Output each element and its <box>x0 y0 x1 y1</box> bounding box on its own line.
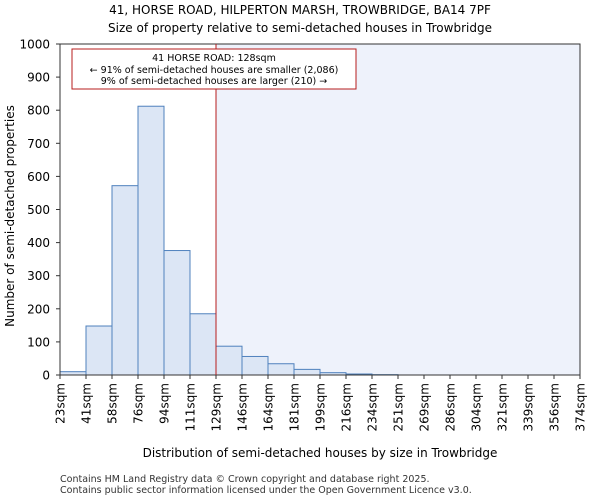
bar-181sqm <box>293 368 321 376</box>
x-tick-label-164sqm: 164sqm <box>262 383 276 431</box>
bar-58sqm <box>111 185 139 376</box>
x-tick-label-374sqm: 374sqm <box>574 383 588 431</box>
plot-frame <box>59 43 581 376</box>
y-tick-label: 400 <box>27 236 50 250</box>
x-tick-label-321sqm: 321sqm <box>496 383 510 431</box>
bar-129sqm <box>215 345 243 376</box>
y-tick-label: 800 <box>27 104 50 118</box>
bar-94sqm <box>163 250 191 376</box>
x-tick-label-251sqm: 251sqm <box>392 383 406 431</box>
x-tick-label-356sqm: 356sqm <box>548 383 562 431</box>
annotation-box-frame <box>71 48 357 90</box>
highlight-region <box>216 44 580 375</box>
y-ticks-group: 0 100 200 300 400 500 600 700 800 900 1000 <box>19 38 60 383</box>
chart-title-line2: Size of property relative to semi-detach… <box>108 21 492 35</box>
x-tick-label-58sqm: 58sqm <box>106 383 120 424</box>
y-tick-label: 500 <box>27 203 50 217</box>
x-tick-label-269sqm: 269sqm <box>418 383 432 431</box>
x-tick-label-111sqm: 111sqm <box>184 383 198 431</box>
x-axis-label: Distribution of semi-detached houses by … <box>143 446 498 460</box>
bars-group <box>59 105 399 376</box>
chart-title-line1: 41, HORSE ROAD, HILPERTON MARSH, TROWBRI… <box>109 3 491 17</box>
x-tick-label-286sqm: 286sqm <box>444 383 458 431</box>
x-tick-label-129sqm: 129sqm <box>210 383 224 431</box>
x-tick-label-234sqm: 234sqm <box>366 383 380 431</box>
x-tick-label-41sqm: 41sqm <box>80 383 94 424</box>
bar-41sqm <box>85 325 113 376</box>
footer-line1: Contains HM Land Registry data © Crown c… <box>60 474 430 485</box>
y-tick-label: 600 <box>27 170 50 184</box>
y-axis-label: Number of semi-detached properties <box>3 105 17 327</box>
x-tick-label-146sqm: 146sqm <box>236 383 250 431</box>
x-tick-label-76sqm: 76sqm <box>132 383 146 424</box>
annotation-line2: ← 91% of semi-detached houses are smalle… <box>90 65 339 76</box>
bar-146sqm <box>241 355 269 376</box>
bar-111sqm <box>189 313 217 376</box>
y-tick-label: 100 <box>27 335 50 349</box>
y-tick-label: 700 <box>27 137 50 151</box>
y-tick-label: 900 <box>27 71 50 85</box>
x-tick-label-339sqm: 339sqm <box>522 383 536 431</box>
y-tick-label: 300 <box>27 269 50 283</box>
y-tick-label: 0 <box>42 369 50 383</box>
x-tick-label-94sqm: 94sqm <box>158 383 172 424</box>
y-tick-label: 200 <box>27 302 50 316</box>
bar-76sqm <box>137 105 165 376</box>
bar-164sqm <box>267 363 295 376</box>
annotation-line1: 41 HORSE ROAD: 128sqm <box>152 53 276 64</box>
x-tick-label-181sqm: 181sqm <box>288 383 302 431</box>
footer-line2: Contains public sector information licen… <box>60 485 472 496</box>
x-tick-label-216sqm: 216sqm <box>340 383 354 431</box>
x-tick-label-304sqm: 304sqm <box>470 383 484 431</box>
annotation-box: 41 HORSE ROAD: 128sqm ← 91% of semi-deta… <box>71 48 357 90</box>
annotation-line3: 9% of semi-detached houses are larger (2… <box>101 76 328 87</box>
x-ticks-group: 23sqm 41sqm 58sqm 76sqm 94sqm 111sqm 129sqm 146… <box>54 375 588 431</box>
y-tick-label: 1000 <box>19 38 50 52</box>
x-tick-label-199sqm: 199sqm <box>314 383 328 431</box>
x-tick-label-23sqm: 23sqm <box>54 383 68 424</box>
